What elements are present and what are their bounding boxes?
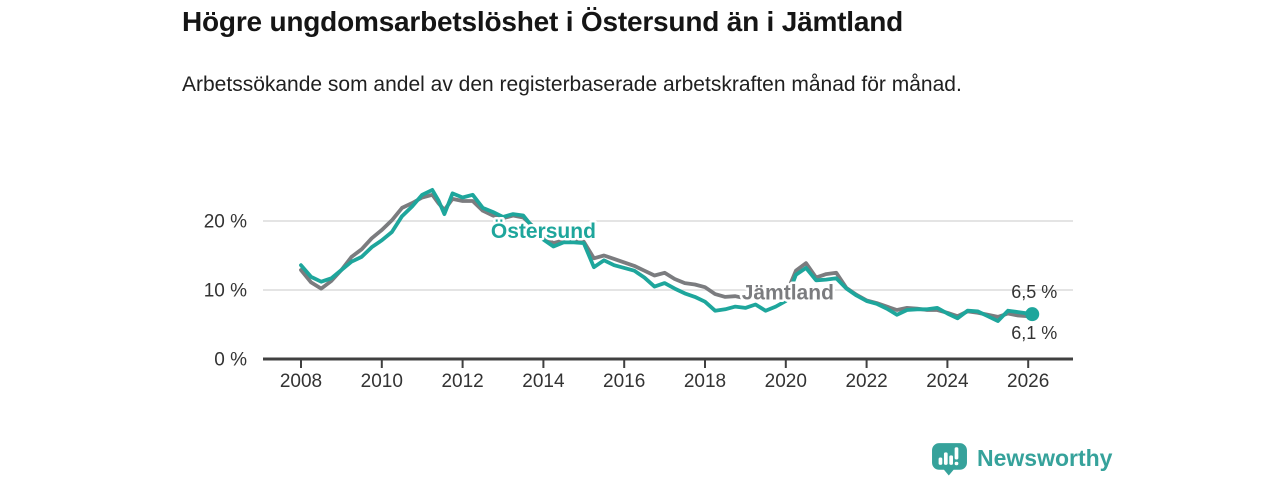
series-inline-label-östersund: Östersund [491, 220, 596, 243]
y-axis-tick-label: 0 % [214, 350, 247, 371]
x-axis-tick-label: 2010 [361, 371, 403, 392]
x-axis-tick-label: 2018 [684, 371, 726, 392]
series-line-östersund [299, 187, 1035, 324]
y-axis-tick-label: 10 % [204, 281, 247, 302]
chart-subtitle: Arbetssökande som andel av den registerb… [182, 73, 962, 96]
x-axis-tick-label: 2014 [522, 371, 565, 392]
newsworthy-brand: Newsworthy [931, 440, 1112, 477]
newsworthy-logo-icon [932, 443, 967, 476]
x-axis-tick-label: 2022 [845, 371, 887, 392]
x-axis-tick-label: 2026 [1007, 371, 1049, 392]
x-axis-tick-label: 2012 [441, 371, 483, 392]
logo-bar-chart-glyph [938, 447, 959, 466]
series-end-value-label-jämtland: 6,1 % [1011, 323, 1057, 343]
newsworthy-logo-text: Newsworthy [977, 445, 1113, 471]
series-inline-label-jämtland: Jämtland [742, 282, 834, 305]
series-line-jämtland [299, 192, 1035, 319]
x-axis-tick-label: 2008 [280, 371, 322, 392]
x-axis-tick-label: 2016 [603, 371, 645, 392]
series-end-dot-östersund [1025, 307, 1040, 322]
series-end-value-label-östersund: 6,5 % [1011, 282, 1057, 302]
y-axis-tick-label: 20 % [204, 212, 247, 233]
chart-title: Högre ungdomsarbetslöshet i Östersund än… [182, 6, 904, 37]
x-axis-tick-label: 2024 [926, 371, 969, 392]
x-axis-tick-label: 2020 [765, 371, 807, 392]
